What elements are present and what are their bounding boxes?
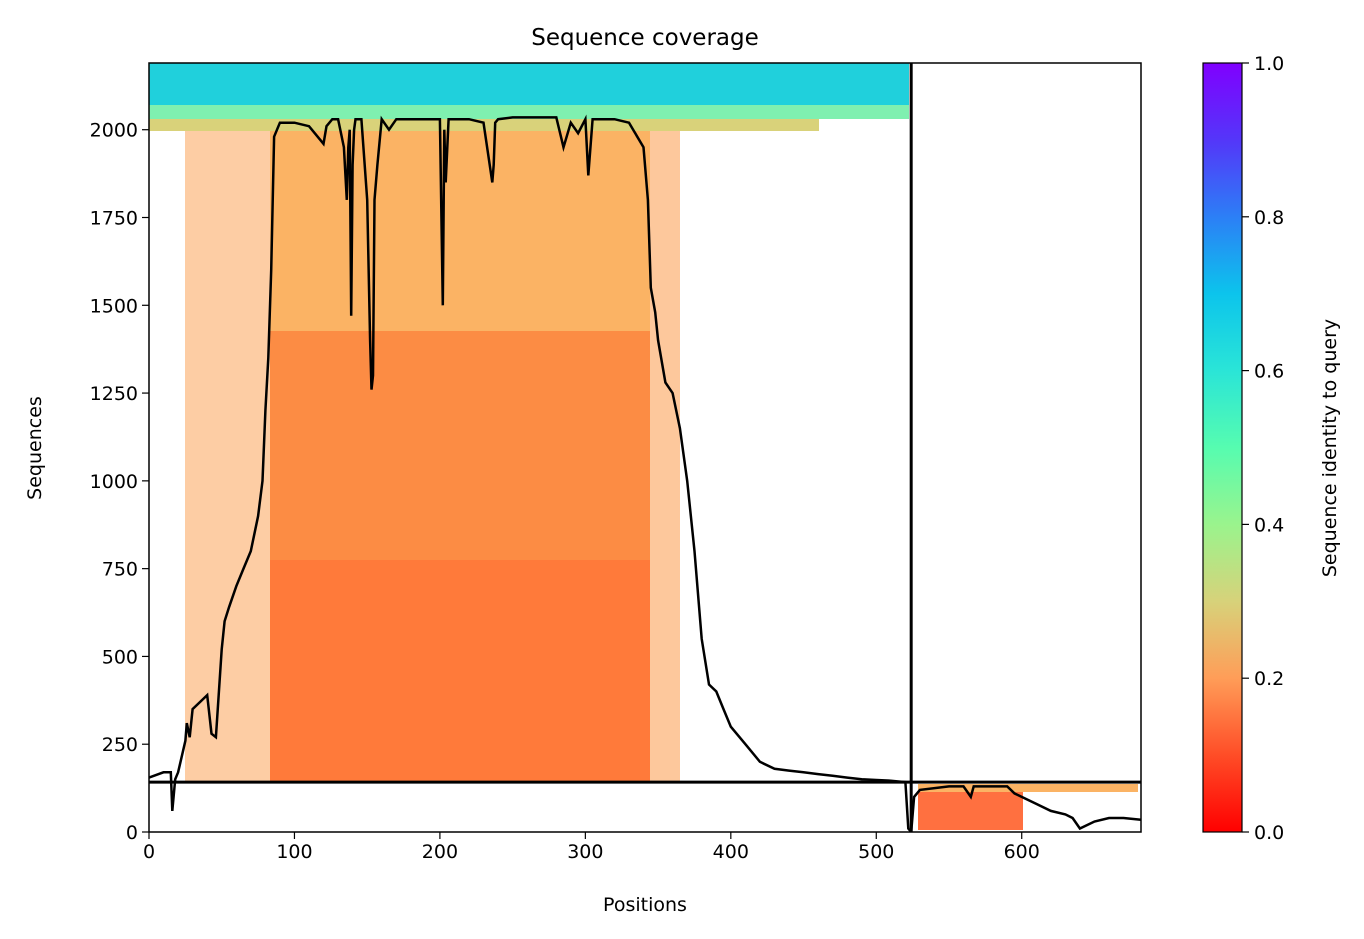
chart-title: Sequence coverage (531, 25, 759, 51)
colorbar-label: Sequence identity to query (1319, 319, 1341, 577)
colorbar (1202, 62, 1243, 833)
y-tick-label: 1000 (90, 471, 138, 493)
y-tick-label: 2000 (90, 120, 138, 142)
y-tick-label: 1750 (90, 208, 138, 230)
coverage-line (149, 114, 1141, 832)
heatmap-left-wing (185, 131, 270, 781)
colorbar-tick-label: 0.4 (1254, 514, 1284, 536)
colorbar-tick-label: 1.0 (1254, 53, 1284, 75)
heatmap-main-top (270, 131, 650, 331)
x-axis-label: Positions (603, 894, 687, 916)
heatmap-main-bottom (270, 560, 650, 781)
x-tick-label: 0 (143, 841, 155, 863)
colorbar-tick-label: 0.8 (1254, 207, 1284, 229)
colorbar-tick-label: 0.2 (1254, 668, 1284, 690)
y-axis: 0 250 500 750 1000 1250 1500 1750 2000 (90, 120, 149, 844)
colorbar-axis: 0.0 0.2 0.4 0.6 0.8 1.0 (1242, 53, 1284, 844)
colorbar-tick-label: 0.0 (1254, 822, 1284, 844)
x-tick-label: 500 (858, 841, 894, 863)
y-tick-label: 500 (102, 646, 138, 668)
plot-frame (148, 62, 1142, 833)
colorbar-tick-label: 0.6 (1254, 361, 1284, 383)
y-tick-label: 1500 (90, 295, 138, 317)
x-axis: 0 100 200 300 400 500 600 (143, 832, 1040, 863)
x-tick-label: 600 (1004, 841, 1040, 863)
y-tick-label: 750 (102, 559, 138, 581)
y-tick-label: 0 (126, 822, 138, 844)
coverage-heatmap (149, 63, 1138, 830)
y-tick-label: 1250 (90, 383, 138, 405)
y-tick-label: 250 (102, 734, 138, 756)
x-tick-label: 300 (567, 841, 603, 863)
y-axis-label: Sequences (24, 396, 46, 500)
heatmap-chain2-top (918, 784, 1138, 792)
x-tick-label: 100 (276, 841, 312, 863)
x-tick-label: 200 (422, 841, 458, 863)
heatmap-right-wing (650, 131, 680, 781)
x-tick-label: 400 (713, 841, 749, 863)
heatmap-band-transition (149, 105, 909, 119)
